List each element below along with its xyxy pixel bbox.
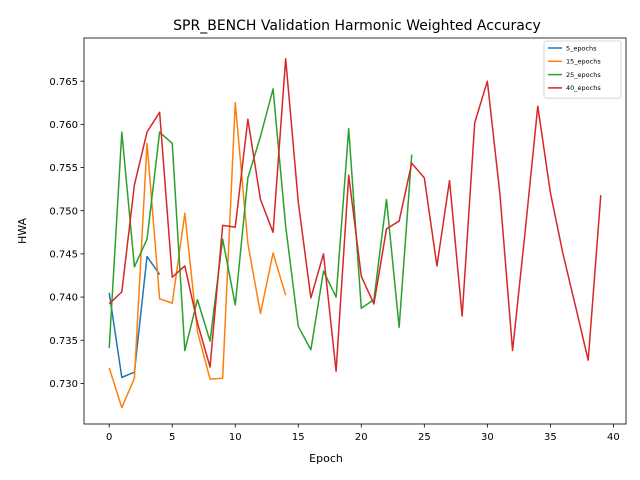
- x-tick-label: 15: [292, 432, 305, 443]
- y-axis-label: HWA: [16, 217, 29, 244]
- y-tick-label: 0.760: [49, 120, 78, 131]
- series-line-40_epochs: [108, 57, 602, 373]
- series-line-15_epochs: [108, 102, 287, 409]
- series-line-5_epochs: [108, 255, 161, 379]
- legend-box: [543, 40, 622, 99]
- y-tick-label: 0.765: [49, 77, 78, 88]
- x-tick-label: 5: [169, 432, 175, 443]
- y-tick-label: 0.735: [49, 336, 78, 347]
- x-axis-label: Epoch: [309, 452, 343, 465]
- y-tick-label: 0.755: [49, 163, 78, 174]
- legend-label-25_epochs: 25_epochs: [566, 71, 601, 79]
- chart-title: SPR_BENCH Validation Harmonic Weighted A…: [173, 18, 541, 34]
- y-tick-label: 0.740: [49, 293, 78, 304]
- series-line-25_epochs: [108, 88, 413, 352]
- y-tick-label: 0.745: [49, 249, 78, 260]
- x-tick-label: 0: [106, 432, 112, 443]
- x-tick-label: 35: [544, 432, 557, 443]
- y-tick-label: 0.730: [49, 379, 78, 390]
- legend-label-15_epochs: 15_epochs: [566, 58, 601, 66]
- y-tick-label: 0.750: [49, 206, 78, 217]
- x-tick-label: 25: [418, 432, 431, 443]
- axes-frame: [83, 37, 627, 425]
- legend-label-40_epochs: 40_epochs: [566, 84, 601, 92]
- x-tick-label: 20: [355, 432, 368, 443]
- x-tick-label: 40: [607, 432, 620, 443]
- x-tick-label: 30: [481, 432, 494, 443]
- plot-area: 0 5 10 15 20 25 30 35 40 0.730 0.735 0.740 0.745 0.75…: [49, 37, 627, 443]
- x-tick-label: 10: [229, 432, 242, 443]
- legend: 5_epochs 15_epochs 25_epochs 40_epochs: [543, 40, 622, 99]
- legend-label-5_epochs: 5_epochs: [566, 44, 597, 52]
